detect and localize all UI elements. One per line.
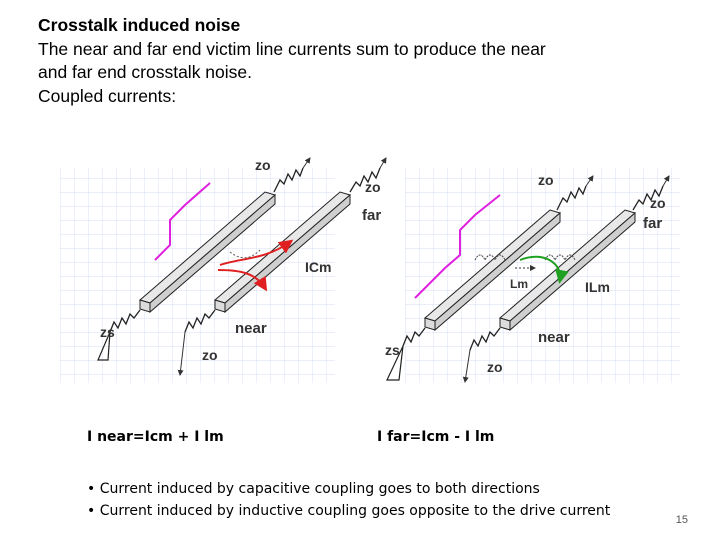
source-symbol bbox=[386, 345, 404, 381]
aggressor-line bbox=[423, 209, 562, 332]
mutual-inductor-coil-1 bbox=[474, 254, 506, 262]
near-current-equation: I near=Icm + I lm bbox=[87, 429, 224, 445]
inductive-current-arrow bbox=[519, 255, 569, 284]
far-label: far bbox=[643, 215, 662, 232]
drive-pulse bbox=[154, 182, 211, 261]
crosstalk-diagram: zo zo far ICm near zs zo bbox=[60, 157, 680, 383]
zo-resistor-top bbox=[273, 167, 304, 193]
slide-heading: Crosstalk induced noise bbox=[38, 15, 241, 35]
zo-bottom-label: zo bbox=[202, 347, 218, 363]
capacitive-current-arrow-up bbox=[219, 239, 294, 266]
zo-resistor-top2 bbox=[349, 167, 381, 193]
zo-top-label: zo bbox=[255, 157, 271, 173]
slide-text-line-1: The near and far end victim line current… bbox=[38, 38, 546, 59]
zo-bottom-label: zo bbox=[487, 359, 503, 375]
zo-resistor-top bbox=[556, 185, 587, 211]
capacitive-coupling-panel: zo zo far ICm near zs zo bbox=[60, 157, 387, 383]
bullet-list: • Current induced by capacitive coupling… bbox=[87, 478, 610, 522]
far-label: far bbox=[362, 207, 381, 224]
zs-resistor bbox=[402, 327, 426, 347]
zs-label: zs bbox=[100, 324, 115, 340]
zs-resistor bbox=[109, 309, 141, 333]
title-block: Crosstalk induced noise The near and far… bbox=[38, 14, 698, 108]
drive-pulse bbox=[414, 194, 501, 299]
slide-text-line-2: and far end crosstalk noise. bbox=[38, 62, 253, 82]
far-current-equation: I far=Icm - I lm bbox=[377, 429, 495, 445]
zo-top-label: zo bbox=[538, 172, 554, 188]
page-number: 15 bbox=[675, 514, 688, 526]
capacitive-current-arrow-down bbox=[217, 269, 268, 292]
lm-label: Lm bbox=[510, 277, 528, 291]
inductive-coupling-panel: zo zo far Lm ILm near zs zo bbox=[385, 168, 680, 383]
zo-top2-label: zo bbox=[365, 179, 381, 195]
ilm-label: ILm bbox=[585, 279, 610, 295]
zo-resistor-bottom bbox=[469, 327, 501, 351]
bullet-item: • Current induced by inductive coupling … bbox=[87, 503, 611, 519]
victim-line bbox=[498, 209, 637, 332]
zo-top2-label: zo bbox=[650, 195, 666, 211]
aggressor-line bbox=[138, 191, 277, 314]
zo-resistor-top2 bbox=[632, 185, 664, 211]
near-label: near bbox=[235, 320, 267, 337]
source-symbol bbox=[97, 331, 111, 361]
zs-label: zs bbox=[385, 342, 400, 358]
icm-label: ICm bbox=[305, 259, 331, 275]
zo-resistor-bottom bbox=[184, 309, 216, 333]
bullet-item: • Current induced by capacitive coupling… bbox=[87, 481, 540, 497]
near-label: near bbox=[538, 329, 570, 346]
slide-text-line-3: Coupled currents: bbox=[38, 85, 177, 106]
mutual-inductor-coil-2 bbox=[544, 254, 576, 262]
